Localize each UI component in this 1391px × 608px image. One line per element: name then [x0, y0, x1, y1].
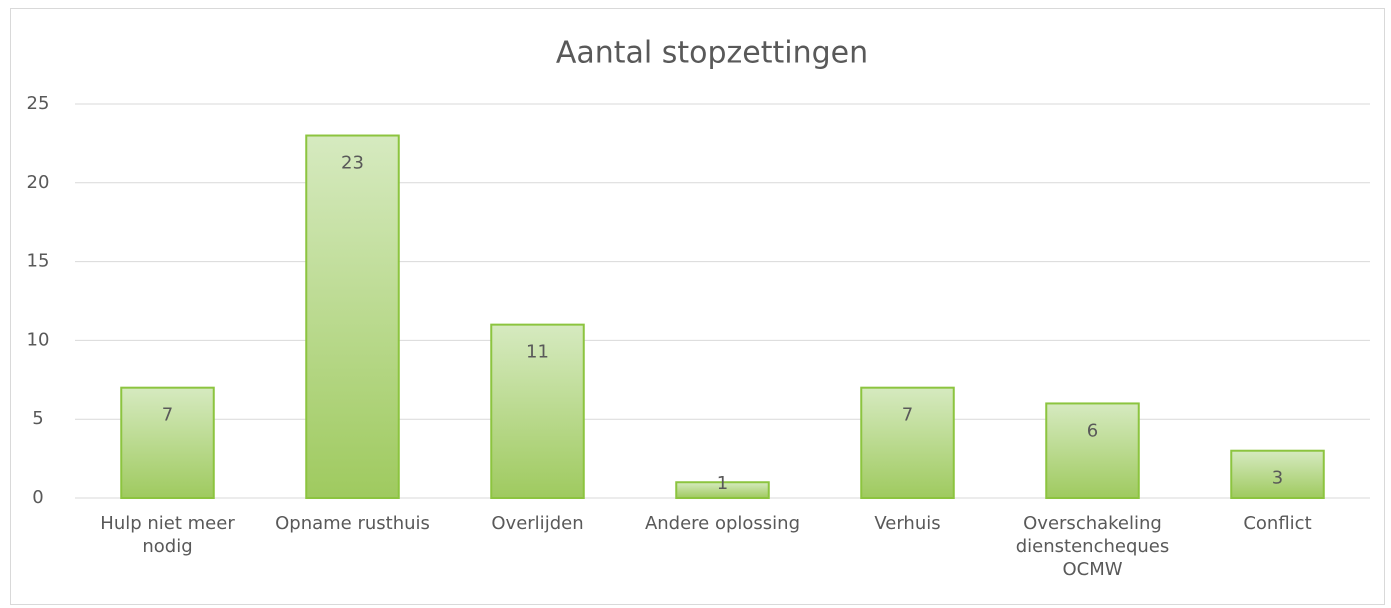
x-tick-label: Verhuis: [874, 513, 941, 534]
x-tick-label: Hulp niet meer nodig: [100, 513, 235, 557]
chart-title: Aantal stopzettingen: [556, 36, 868, 71]
bar: [1045, 402, 1140, 499]
x-tick-label: Overlijden: [491, 513, 584, 534]
bar: [305, 134, 400, 500]
data-label: 11: [526, 342, 549, 363]
y-tick-label: 15: [27, 251, 50, 272]
bar: [490, 323, 585, 500]
data-label: 6: [1087, 420, 1098, 441]
x-tick-label: Opname rusthuis: [275, 513, 430, 534]
y-tick-label: 10: [27, 329, 50, 350]
data-label: 7: [902, 405, 913, 426]
x-tick-label: Andere oplossing: [644, 513, 801, 534]
y-tick-label: 0: [32, 487, 43, 508]
data-label: 1: [717, 473, 728, 494]
y-tick-label: 20: [27, 172, 50, 193]
y-tick-label: 25: [27, 93, 50, 114]
bar: [120, 386, 215, 499]
x-tick-label: Overschakeling dienstencheques OCMW: [1015, 513, 1170, 580]
bar: [1230, 449, 1325, 499]
data-label: 7: [162, 405, 173, 426]
x-tick-label: Conflict: [1243, 513, 1312, 534]
bar: [675, 481, 770, 499]
y-tick-label: 5: [32, 408, 43, 429]
data-label: 23: [341, 153, 364, 174]
chart-border: [10, 8, 1385, 605]
bar: [860, 386, 955, 499]
data-label: 3: [1272, 468, 1283, 489]
